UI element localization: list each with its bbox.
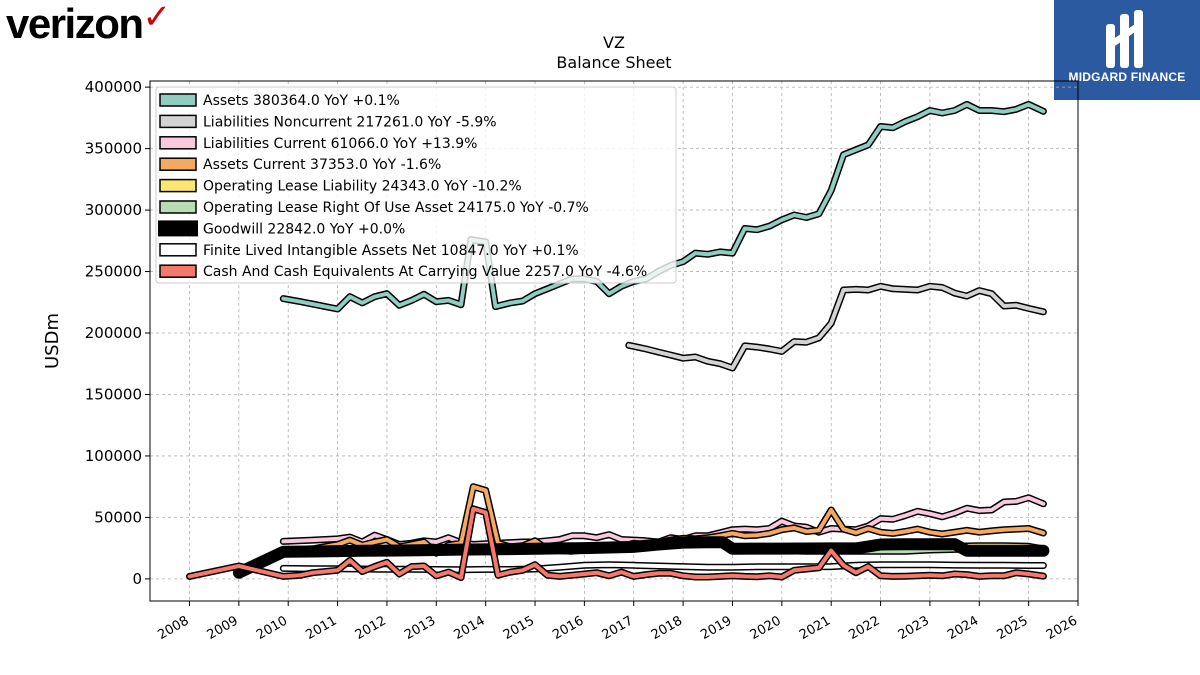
x-tick-label: 2025 [994,613,1030,643]
legend-swatch [159,157,197,171]
x-tick-label: 2024 [945,613,981,643]
checkmark-icon: ✓ [142,0,172,36]
series-line-stroke [234,537,1048,578]
x-tick-label: 2014 [451,613,487,643]
legend-swatch [158,220,198,237]
x-tick-label: 2023 [896,613,932,643]
chart-title: VZ [603,33,625,52]
midgard-emblem-icon [1106,10,1143,68]
legend-entry: Finite Lived Intangible Assets Net 10847… [159,243,579,259]
x-axis-ticks: 2008 2009 2010 2011 2012 2013 2014 2015 2016 2017… [155,601,1080,643]
legend-label: Assets Current 37353.0 YoY -1.6% [203,157,441,173]
series-line-stroke [187,506,1046,580]
legend-entry: Assets 380364.0 YoY +0.1% [159,93,400,109]
y-tick-label: 300000 [85,201,142,219]
x-tick-label: 2018 [649,613,685,643]
legend-swatch [159,178,197,193]
y-tick-label: 50000 [94,508,142,526]
legend-label: Operating Lease Liability 24343.0 YoY -1… [203,179,522,195]
legend: Assets 380364.0 YoY +0.1% Liabilities Non… [155,86,677,284]
chart-subtitle: Balance Sheet [556,53,672,72]
legend-entry: Assets Current 37353.0 YoY -1.6% [159,157,441,173]
x-tick-label: 2016 [550,613,586,643]
legend-entry: Operating Lease Right Of Use Asset 24175… [159,200,589,216]
legend-swatch [159,200,197,214]
legend-swatch [159,93,197,107]
legend-entry: Liabilities Current 61066.0 YoY +13.9% [159,136,477,152]
x-tick-label: 2021 [797,613,833,643]
series-line [279,494,1047,548]
series-line-outline [279,494,1047,548]
plot-frame [149,80,1079,602]
x-tick-label: 2010 [254,613,290,643]
x-tick-label: 2015 [501,613,537,643]
y-tick-label: 200000 [85,324,142,342]
y-tick-label: 100000 [85,447,142,465]
legend-label: Finite Lived Intangible Assets Net 10847… [203,243,579,259]
x-tick-label: 2022 [846,613,882,643]
legend-swatch [159,243,197,257]
legend-label: Cash And Cash Equivalents At Carrying Va… [203,264,647,280]
series-line [625,282,1047,372]
legend-label: Operating Lease Right Of Use Asset 24175… [203,200,589,216]
y-axis-label: USDm [42,313,63,369]
y-tick-label: 0 [132,570,142,588]
legend-swatch [159,136,197,150]
x-tick-label: 2008 [155,613,191,643]
y-tick-label: 400000 [85,78,142,96]
series-lines [186,100,1050,582]
legend-entry: Goodwill 22842.0 YoY +0.0% [158,220,405,237]
x-tick-label: 2019 [698,613,734,643]
x-tick-label: 2012 [353,613,389,643]
legend-entry: Cash And Cash Equivalents At Carrying Va… [159,264,647,280]
x-tick-label: 2020 [748,613,784,643]
midgard-finance-logo: MIDGARD FINANCE [1054,0,1200,100]
legend-swatch [159,264,197,278]
x-tick-label: 2013 [402,613,438,643]
legend-swatch [159,114,197,129]
legend-label: Assets 380364.0 YoY +0.1% [203,93,400,109]
x-tick-label: 2017 [600,613,636,643]
series-line [232,536,1050,579]
series-line-stroke [626,284,1046,370]
legend-label: Liabilities Current 61066.0 YoY +13.9% [203,136,477,152]
legend-label: Goodwill 22842.0 YoY +0.0% [203,221,405,237]
y-tick-label: 150000 [85,385,142,403]
legend-label: Liabilities Noncurrent 217261.0 YoY -5.9… [203,114,497,130]
x-tick-label: 2026 [1044,613,1080,643]
y-tick-label: 250000 [85,263,142,281]
y-tick-label: 350000 [85,140,142,158]
legend-box [155,86,677,284]
x-tick-label: 2011 [303,613,339,643]
midgard-finance-text: MIDGARD FINANCE [1068,70,1186,84]
legend-entry: Operating Lease Liability 24343.0 YoY -1… [159,178,522,195]
verizon-logo-text: verizon [6,0,144,47]
legend-entry: Liabilities Noncurrent 217261.0 YoY -5.9… [159,114,497,130]
verizon-logo: verizon✓ [6,0,172,48]
x-tick-label: 2009 [205,613,241,643]
series-line [186,505,1047,582]
y-axis-ticks: 0 50000 100000 150000 200000 250000 300000 3500… [85,78,150,588]
